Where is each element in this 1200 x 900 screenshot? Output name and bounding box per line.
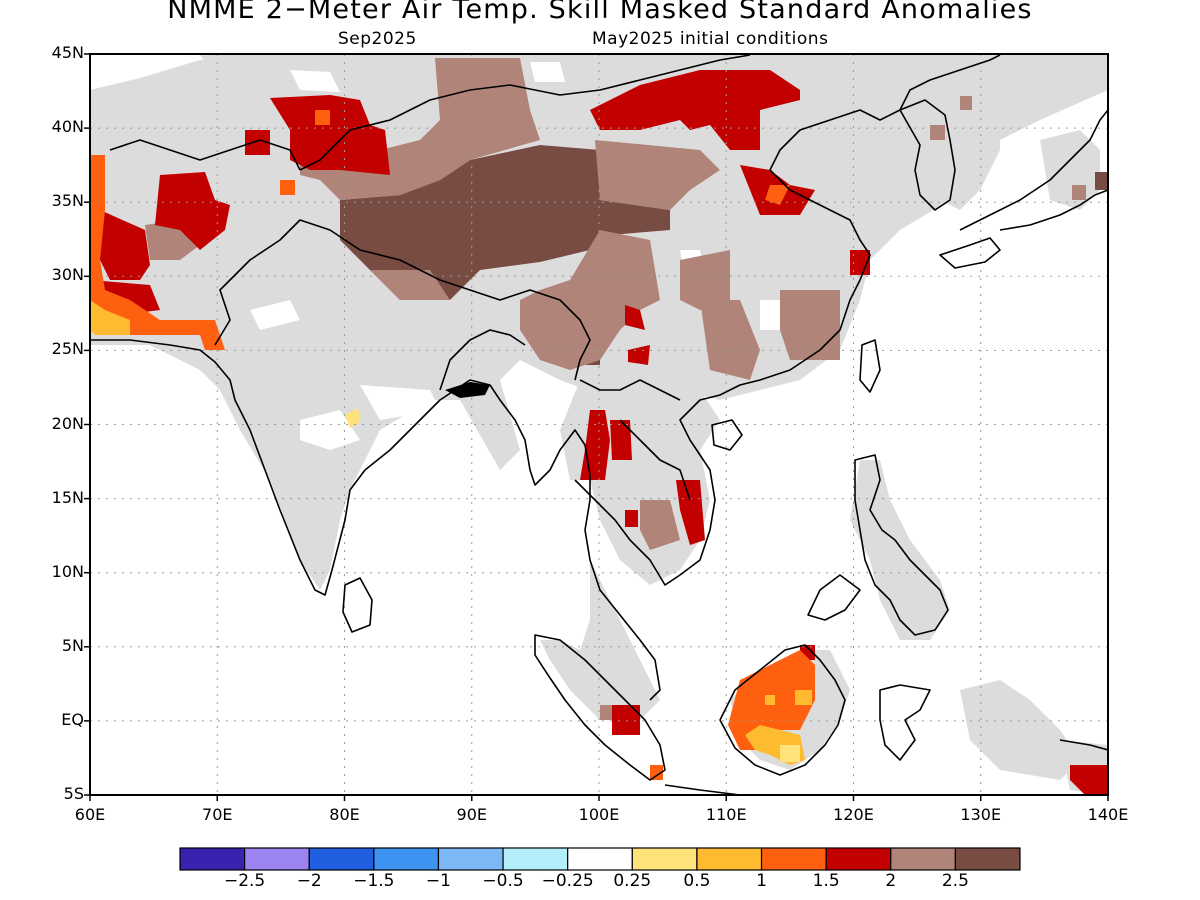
lat-tick-label: 45N <box>51 43 84 62</box>
lon-tick-label: 90E <box>456 805 487 824</box>
anomaly-1p5-layer <box>90 70 1108 795</box>
colorbar-swatch <box>825 847 892 871</box>
colorbar-swatch <box>308 847 375 871</box>
colorbar-swatch <box>954 847 1021 871</box>
colorbar-label: −2 <box>296 871 322 891</box>
colorbar-label: 2 <box>885 871 897 891</box>
lat-tick-label: 30N <box>51 265 84 285</box>
colorbar-swatch <box>631 847 698 871</box>
lat-tick-label: EQ <box>61 709 84 729</box>
axis-ticks <box>84 53 1109 801</box>
colorbar-label: 0.25 <box>613 871 652 891</box>
grid-lines <box>90 54 1108 795</box>
colorbar-label: −0.25 <box>541 871 594 891</box>
map-title: NMME 2−Meter Air Temp. Skill Masked Stan… <box>167 0 1033 25</box>
coastlines-layer <box>90 54 1108 795</box>
anomaly-0p25-layer <box>345 408 800 762</box>
colorbar-label: −1 <box>425 871 451 891</box>
colorbar-label: −1.5 <box>353 871 395 891</box>
lat-tick-label: 5S <box>63 784 84 803</box>
lon-tick-label: 80E <box>329 805 360 824</box>
colorbar-swatch <box>437 847 504 871</box>
colorbar-label: 2.5 <box>941 871 969 891</box>
lat-tick-label: 10N <box>51 561 84 581</box>
lat-tick-label: 20N <box>51 413 84 433</box>
colorbar <box>179 847 1021 871</box>
lat-tick-label: 5N <box>61 635 84 655</box>
lat-tick-label: 15N <box>51 487 84 507</box>
lon-tick-label: 60E <box>74 805 106 824</box>
lat-tick-label: 40N <box>51 117 84 137</box>
lon-tick-label: 100E <box>578 805 620 824</box>
colorbar-swatch <box>373 847 440 871</box>
colorbar-swatch <box>567 847 633 871</box>
colorbar-label: −0.5 <box>482 871 524 891</box>
target-month-label: Sep2025 <box>338 29 417 49</box>
lon-tick-label: 120E <box>833 805 874 824</box>
lon-tick-label: 110E <box>705 805 747 824</box>
colorbar-swatch <box>244 847 310 871</box>
colorbar-label: 1.5 <box>812 871 840 891</box>
colorbar-swatch <box>760 847 827 871</box>
colorbar-swatch <box>179 847 246 871</box>
lon-tick-label: 140E <box>1087 805 1129 824</box>
initial-conditions-label: May2025 initial conditions <box>592 29 829 49</box>
lat-tick-label: 35N <box>51 191 84 211</box>
lat-tick-label: 25N <box>51 339 84 359</box>
colorbar-swatch <box>696 847 763 871</box>
colorbar-label: 0.5 <box>683 871 711 891</box>
lon-tick-label: 130E <box>960 805 1002 824</box>
colorbar-swatch <box>502 847 569 871</box>
colorbar-label: 1 <box>756 871 767 891</box>
colorbar-swatch <box>890 847 956 871</box>
delta-patch <box>445 382 490 398</box>
colorbar-label: −2.5 <box>223 871 266 891</box>
lon-tick-label: 70E <box>202 805 233 824</box>
